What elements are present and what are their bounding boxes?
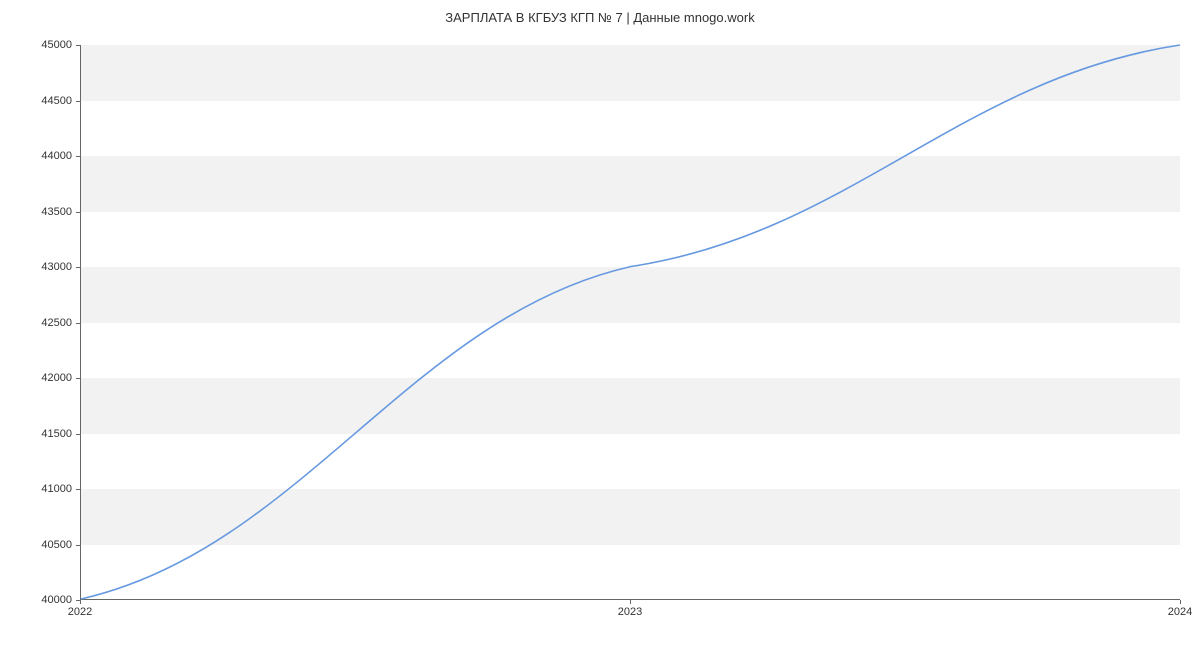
x-tick-mark (80, 600, 81, 604)
y-tick-mark (76, 156, 80, 157)
x-tick-mark (1180, 600, 1181, 604)
plot-area (80, 45, 1180, 600)
series-line (81, 45, 1180, 599)
y-tick-label: 45000 (12, 39, 72, 51)
y-tick-mark (76, 545, 80, 546)
y-tick-mark (76, 267, 80, 268)
y-tick-mark (76, 212, 80, 213)
chart-title: ЗАРПЛАТА В КГБУЗ КГП № 7 | Данные mnogo.… (0, 10, 1200, 25)
y-tick-label: 40000 (12, 594, 72, 606)
y-tick-label: 42000 (12, 372, 72, 384)
y-tick-mark (76, 101, 80, 102)
y-tick-label: 40500 (12, 539, 72, 551)
y-tick-mark (76, 378, 80, 379)
x-tick-label: 2022 (68, 606, 92, 618)
y-tick-label: 41500 (12, 428, 72, 440)
y-tick-label: 44500 (12, 95, 72, 107)
y-tick-mark (76, 434, 80, 435)
chart-container: ЗАРПЛАТА В КГБУЗ КГП № 7 | Данные mnogo.… (0, 0, 1200, 650)
y-tick-mark (76, 45, 80, 46)
y-tick-label: 42500 (12, 317, 72, 329)
x-tick-mark (630, 600, 631, 604)
x-tick-label: 2023 (618, 606, 642, 618)
line-layer (81, 45, 1180, 599)
y-tick-label: 44000 (12, 150, 72, 162)
y-tick-label: 43000 (12, 261, 72, 273)
y-tick-mark (76, 323, 80, 324)
x-tick-label: 2024 (1168, 606, 1192, 618)
y-tick-label: 43500 (12, 206, 72, 218)
y-tick-mark (76, 489, 80, 490)
y-tick-label: 41000 (12, 483, 72, 495)
